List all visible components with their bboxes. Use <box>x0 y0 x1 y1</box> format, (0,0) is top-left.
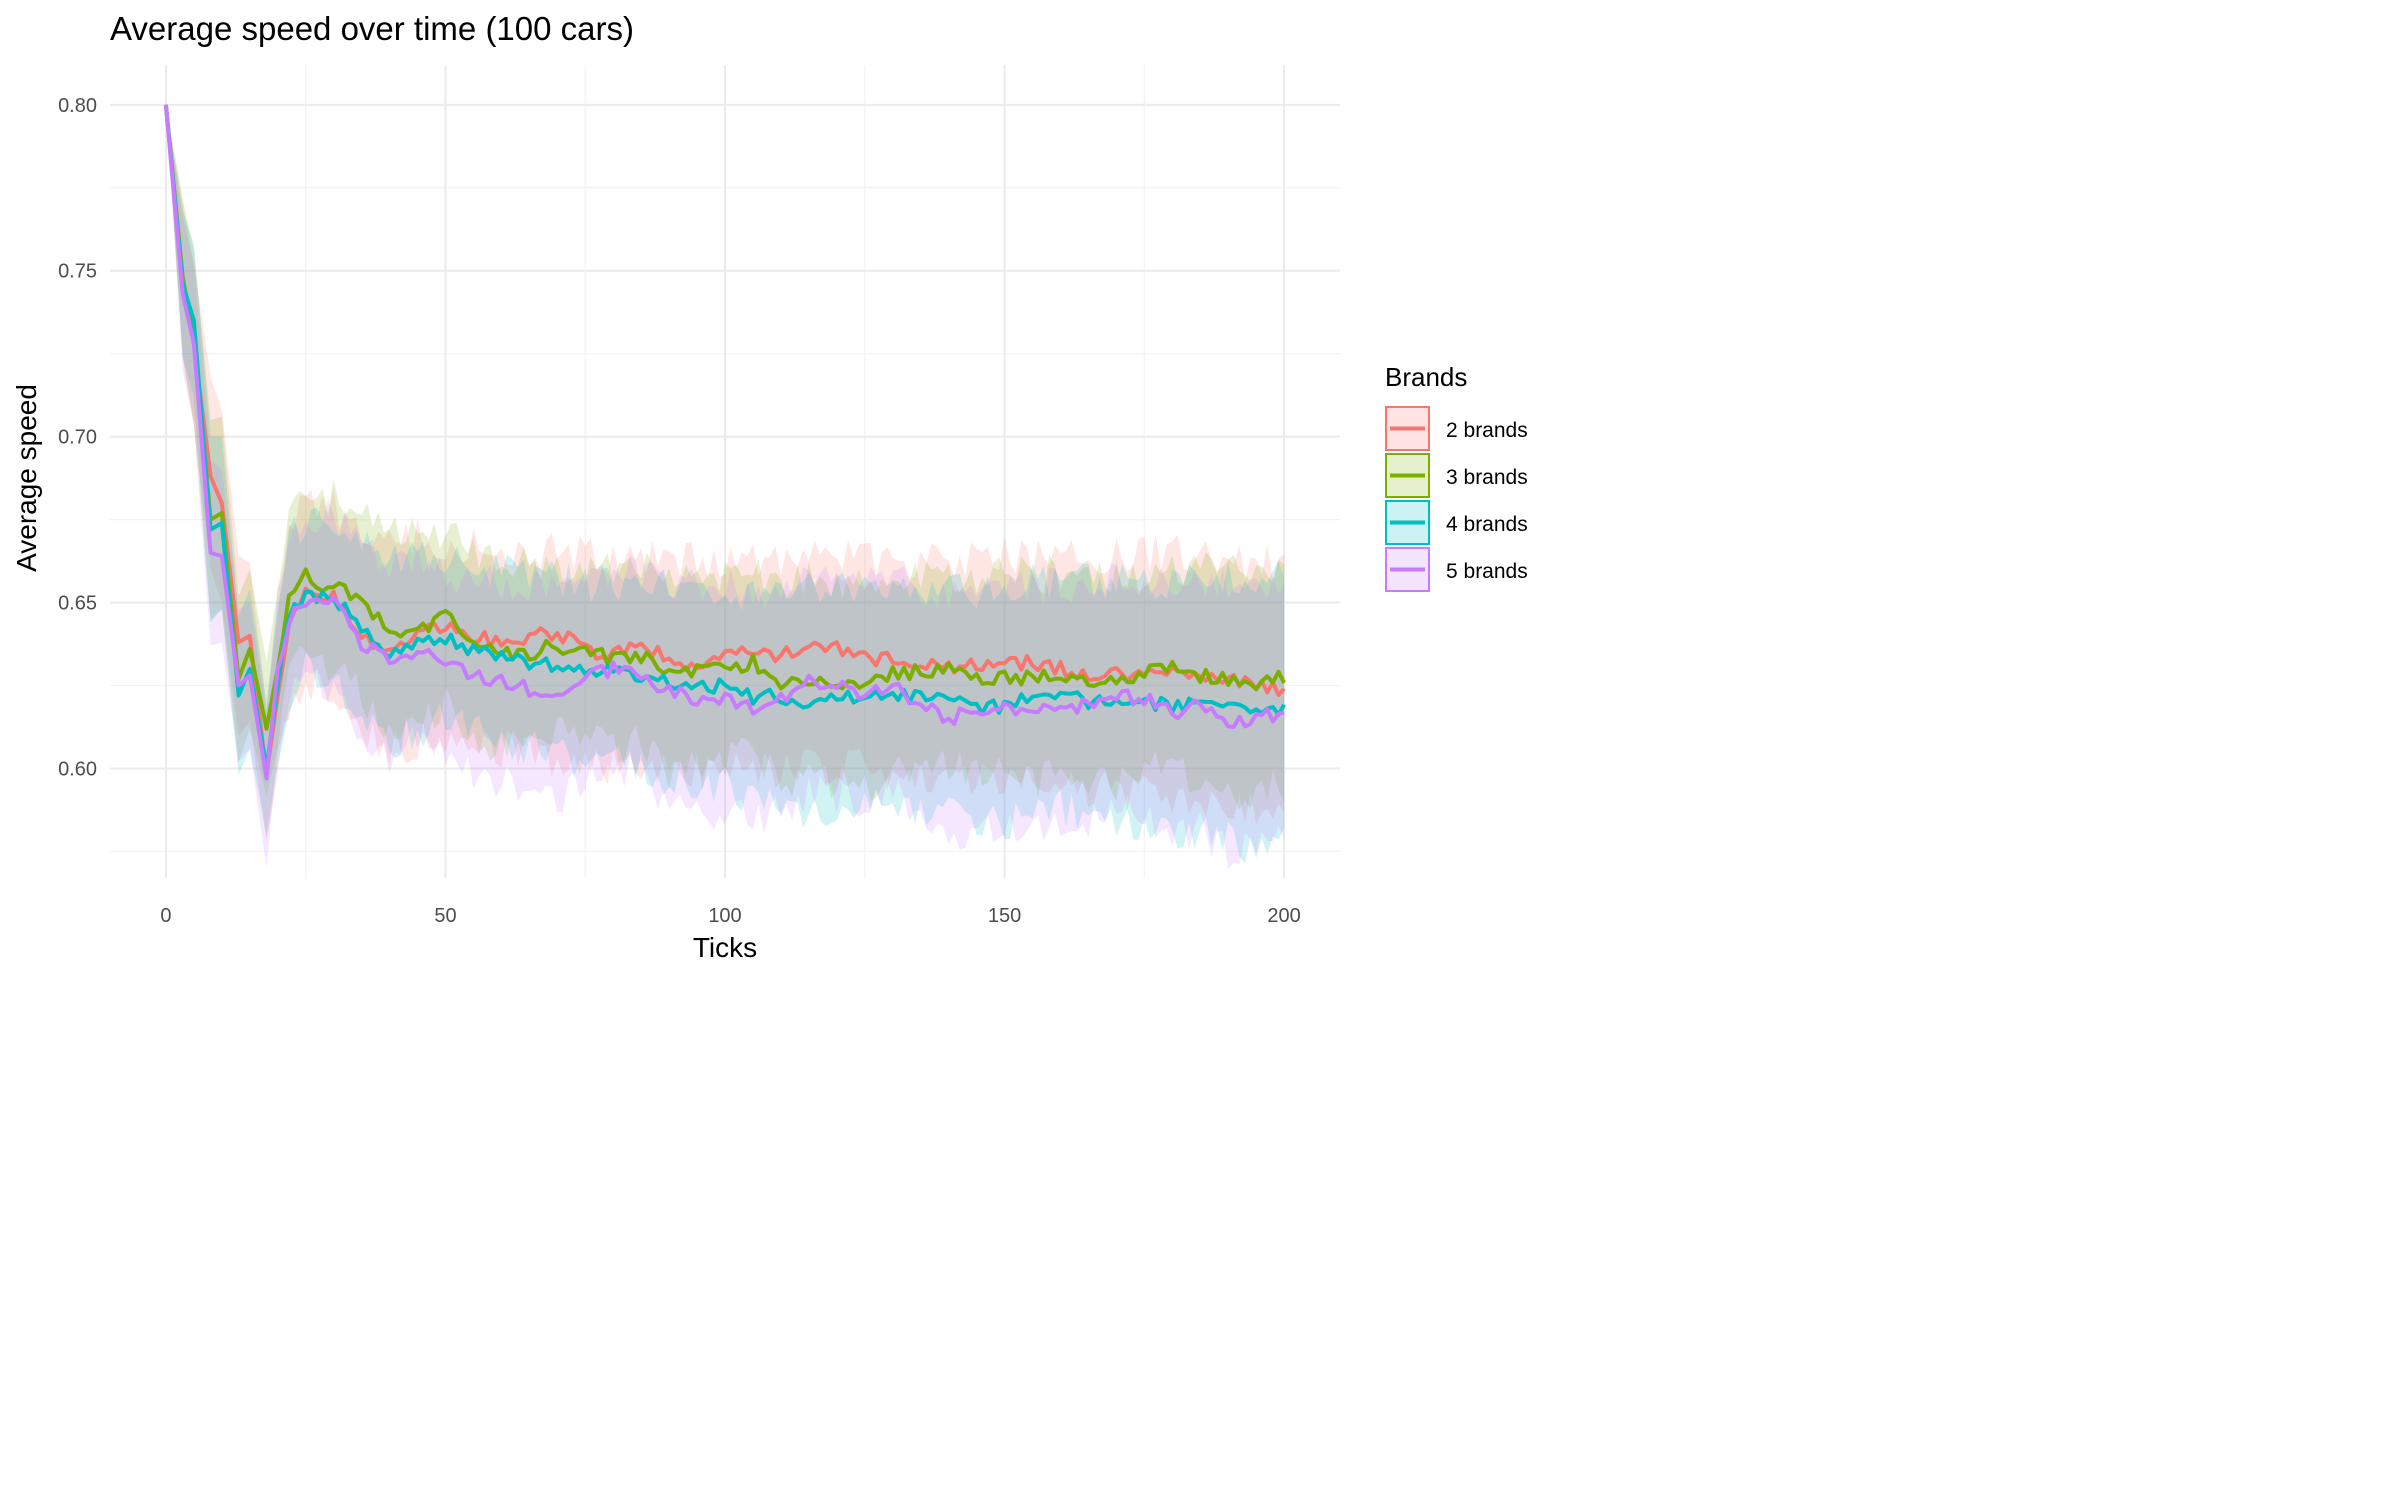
line-5-brands <box>163 104 1285 781</box>
chart-title: Average speed over time (100 cars) <box>110 10 634 47</box>
legend-item: 5 brands <box>1385 547 1528 592</box>
legend-label: 4 brands <box>1446 513 1528 536</box>
band-2-brands <box>165 104 1285 842</box>
grid <box>110 65 1340 878</box>
legend-item: 2 brands <box>1385 406 1528 451</box>
band-3-brands <box>165 104 1285 810</box>
y-tick-label: 0.80 <box>58 95 97 117</box>
x-tick-label: 150 <box>988 905 1021 927</box>
y-tick-label: 0.65 <box>58 593 97 615</box>
band-5-brands <box>165 104 1285 870</box>
x-tick-label: 200 <box>1267 905 1300 927</box>
y-tick-label: 0.60 <box>58 758 97 780</box>
x-tick-label: 50 <box>434 905 456 927</box>
legend-label: 5 brands <box>1446 560 1528 583</box>
y-tick-label: 0.70 <box>58 427 97 449</box>
legend-title: Brands <box>1385 362 1467 392</box>
y-tick-label: 0.75 <box>58 261 97 283</box>
x-tick-label: 100 <box>708 905 741 927</box>
legend: Brands 2 brands 3 brands 4 brands 5 brands <box>1385 362 1528 592</box>
legend-item: 4 brands <box>1385 500 1528 545</box>
x-axis-title: Ticks <box>693 932 757 963</box>
line-3-brands <box>163 104 1286 731</box>
line-4-brands <box>163 104 1286 771</box>
x-tick-label: 0 <box>160 905 171 927</box>
legend-label: 2 brands <box>1446 419 1528 442</box>
tick-labels: 0 50 100 150 200 0.60 0.65 0.70 0.75 0.80 <box>58 95 1301 927</box>
chart: Average speed over time (100 cars) 0 50 10… <box>11 10 1528 963</box>
legend-item: 3 brands <box>1385 453 1528 498</box>
y-axis-title: Average speed <box>11 384 42 572</box>
legend-label: 3 brands <box>1446 466 1528 489</box>
series-lines <box>163 104 1286 781</box>
